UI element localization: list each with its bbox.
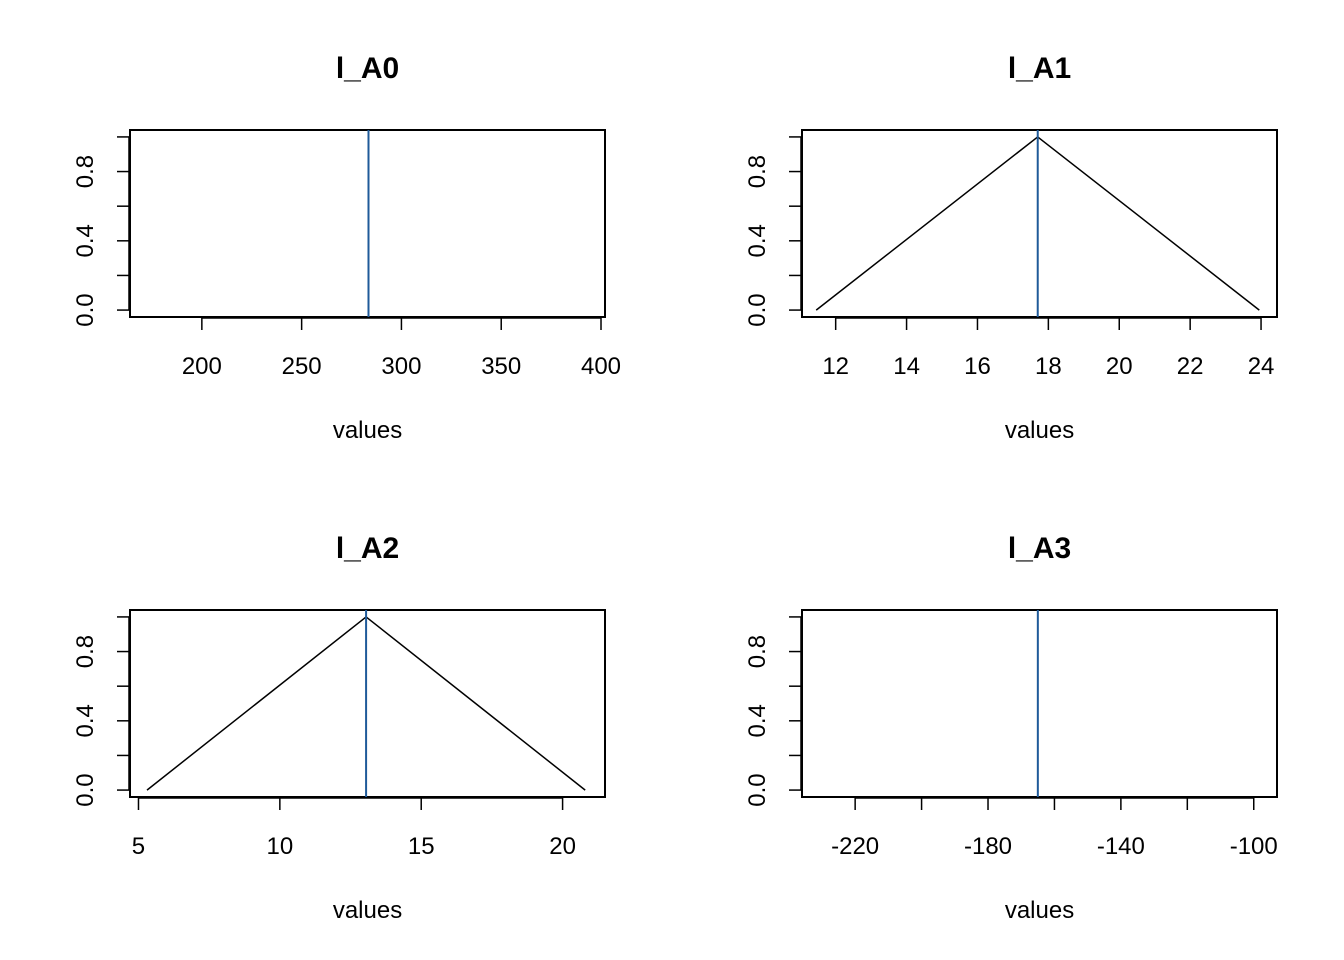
x-tick-label: 14 [893, 353, 920, 380]
chart-title: l_A0 [336, 52, 399, 85]
y-tick-label: 0.0 [72, 293, 99, 326]
x-tick-label: -140 [1097, 833, 1145, 860]
x-axis-title: values [1005, 417, 1074, 444]
chart-panel-0: l_A0 200 250 300 350 400 0.0 0.4 0.8 values [72, 52, 621, 444]
x-axis-title: values [1005, 897, 1074, 924]
y-tick-label: 0.4 [72, 224, 99, 257]
chart-title: l_A1 [1008, 52, 1071, 85]
plot-frame [801, 129, 1278, 318]
x-axis-title: values [333, 897, 402, 924]
x-tick-label: 15 [408, 833, 435, 860]
x-tick-label: 250 [282, 353, 322, 380]
y-tick-label: 0.4 [744, 224, 771, 257]
x-tick-label: 12 [822, 353, 849, 380]
x-tick-label: 18 [1035, 353, 1062, 380]
x-tick-label: -180 [964, 833, 1012, 860]
y-tick-label: 0.8 [72, 155, 99, 188]
x-tick-label: 10 [266, 833, 293, 860]
x-tick-label: 22 [1177, 353, 1204, 380]
x-tick-label: 200 [182, 353, 222, 380]
x-tick-label: 400 [581, 353, 621, 380]
y-tick-label: 0.8 [744, 635, 771, 668]
x-tick-label: 16 [964, 353, 991, 380]
y-tick-label: 0.0 [72, 773, 99, 806]
plot-frame [801, 609, 1278, 798]
x-tick-label: -220 [831, 833, 879, 860]
y-tick-label: 0.4 [744, 704, 771, 737]
chart-panel-1: l_A1 12 14 16 18 20 22 24 0.0 0.4 0.8 values [744, 52, 1278, 444]
x-tick-label: 5 [132, 833, 145, 860]
plot-frame [129, 609, 606, 798]
chart-panel-2: l_A2 5 10 15 20 0.0 0.4 0.8 values [72, 532, 606, 924]
y-tick-label: 0.0 [744, 773, 771, 806]
y-tick-label: 0.4 [72, 704, 99, 737]
x-axis-title: values [333, 417, 402, 444]
x-tick-label: -100 [1230, 833, 1278, 860]
x-tick-label: 350 [481, 353, 521, 380]
y-tick-label: 0.0 [744, 293, 771, 326]
x-tick-label: 20 [1106, 353, 1133, 380]
y-tick-label: 0.8 [744, 155, 771, 188]
x-tick-label: 300 [381, 353, 421, 380]
x-tick-label: 20 [549, 833, 576, 860]
chart-title: l_A2 [336, 532, 399, 565]
chart-panel-3: l_A3 -220 -180 -140 -100 0.0 0.4 0.8 values [744, 532, 1278, 924]
chart-title: l_A3 [1008, 532, 1071, 565]
y-tick-label: 0.8 [72, 635, 99, 668]
x-tick-label: 24 [1248, 353, 1275, 380]
